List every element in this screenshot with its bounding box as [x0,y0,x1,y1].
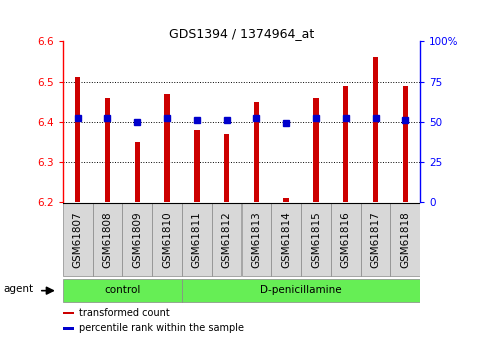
Bar [105,98,110,202]
Text: transformed count: transformed count [79,308,170,318]
Bar [63,312,73,315]
Text: GSM61808: GSM61808 [102,211,113,268]
Bar [63,203,93,276]
Bar [63,327,73,330]
Bar [331,203,361,276]
Text: GSM61813: GSM61813 [251,211,261,268]
Bar [301,203,331,276]
Text: GSM61810: GSM61810 [162,211,172,268]
Text: GSM61816: GSM61816 [341,211,351,268]
Bar [284,198,289,202]
Bar [135,142,140,202]
Bar [152,203,182,276]
Bar [403,86,408,202]
Bar [390,203,420,276]
Text: GSM61811: GSM61811 [192,211,202,268]
Text: GSM61814: GSM61814 [281,211,291,268]
Text: GSM61817: GSM61817 [370,211,381,268]
Bar [93,203,122,276]
Bar [194,130,199,202]
Bar [224,134,229,202]
Bar [343,86,348,202]
Bar [313,98,319,202]
Bar [242,203,271,276]
Bar [271,203,301,276]
Bar [254,101,259,202]
Bar [373,57,378,202]
Text: percentile rank within the sample: percentile rank within the sample [79,324,244,333]
Bar [182,203,212,276]
Bar [212,203,242,276]
Text: GSM61809: GSM61809 [132,211,142,268]
Bar [122,203,152,276]
Bar [182,279,420,302]
Text: GSM61815: GSM61815 [311,211,321,268]
Text: GSM61807: GSM61807 [72,211,83,268]
Bar [361,203,390,276]
Bar [63,279,182,302]
Text: control: control [104,285,141,295]
Text: GSM61818: GSM61818 [400,211,411,268]
Text: agent: agent [3,284,33,294]
Title: GDS1394 / 1374964_at: GDS1394 / 1374964_at [169,27,314,40]
Text: GSM61812: GSM61812 [222,211,232,268]
Bar [75,78,80,202]
Bar [164,93,170,202]
Text: D-penicillamine: D-penicillamine [260,285,342,295]
